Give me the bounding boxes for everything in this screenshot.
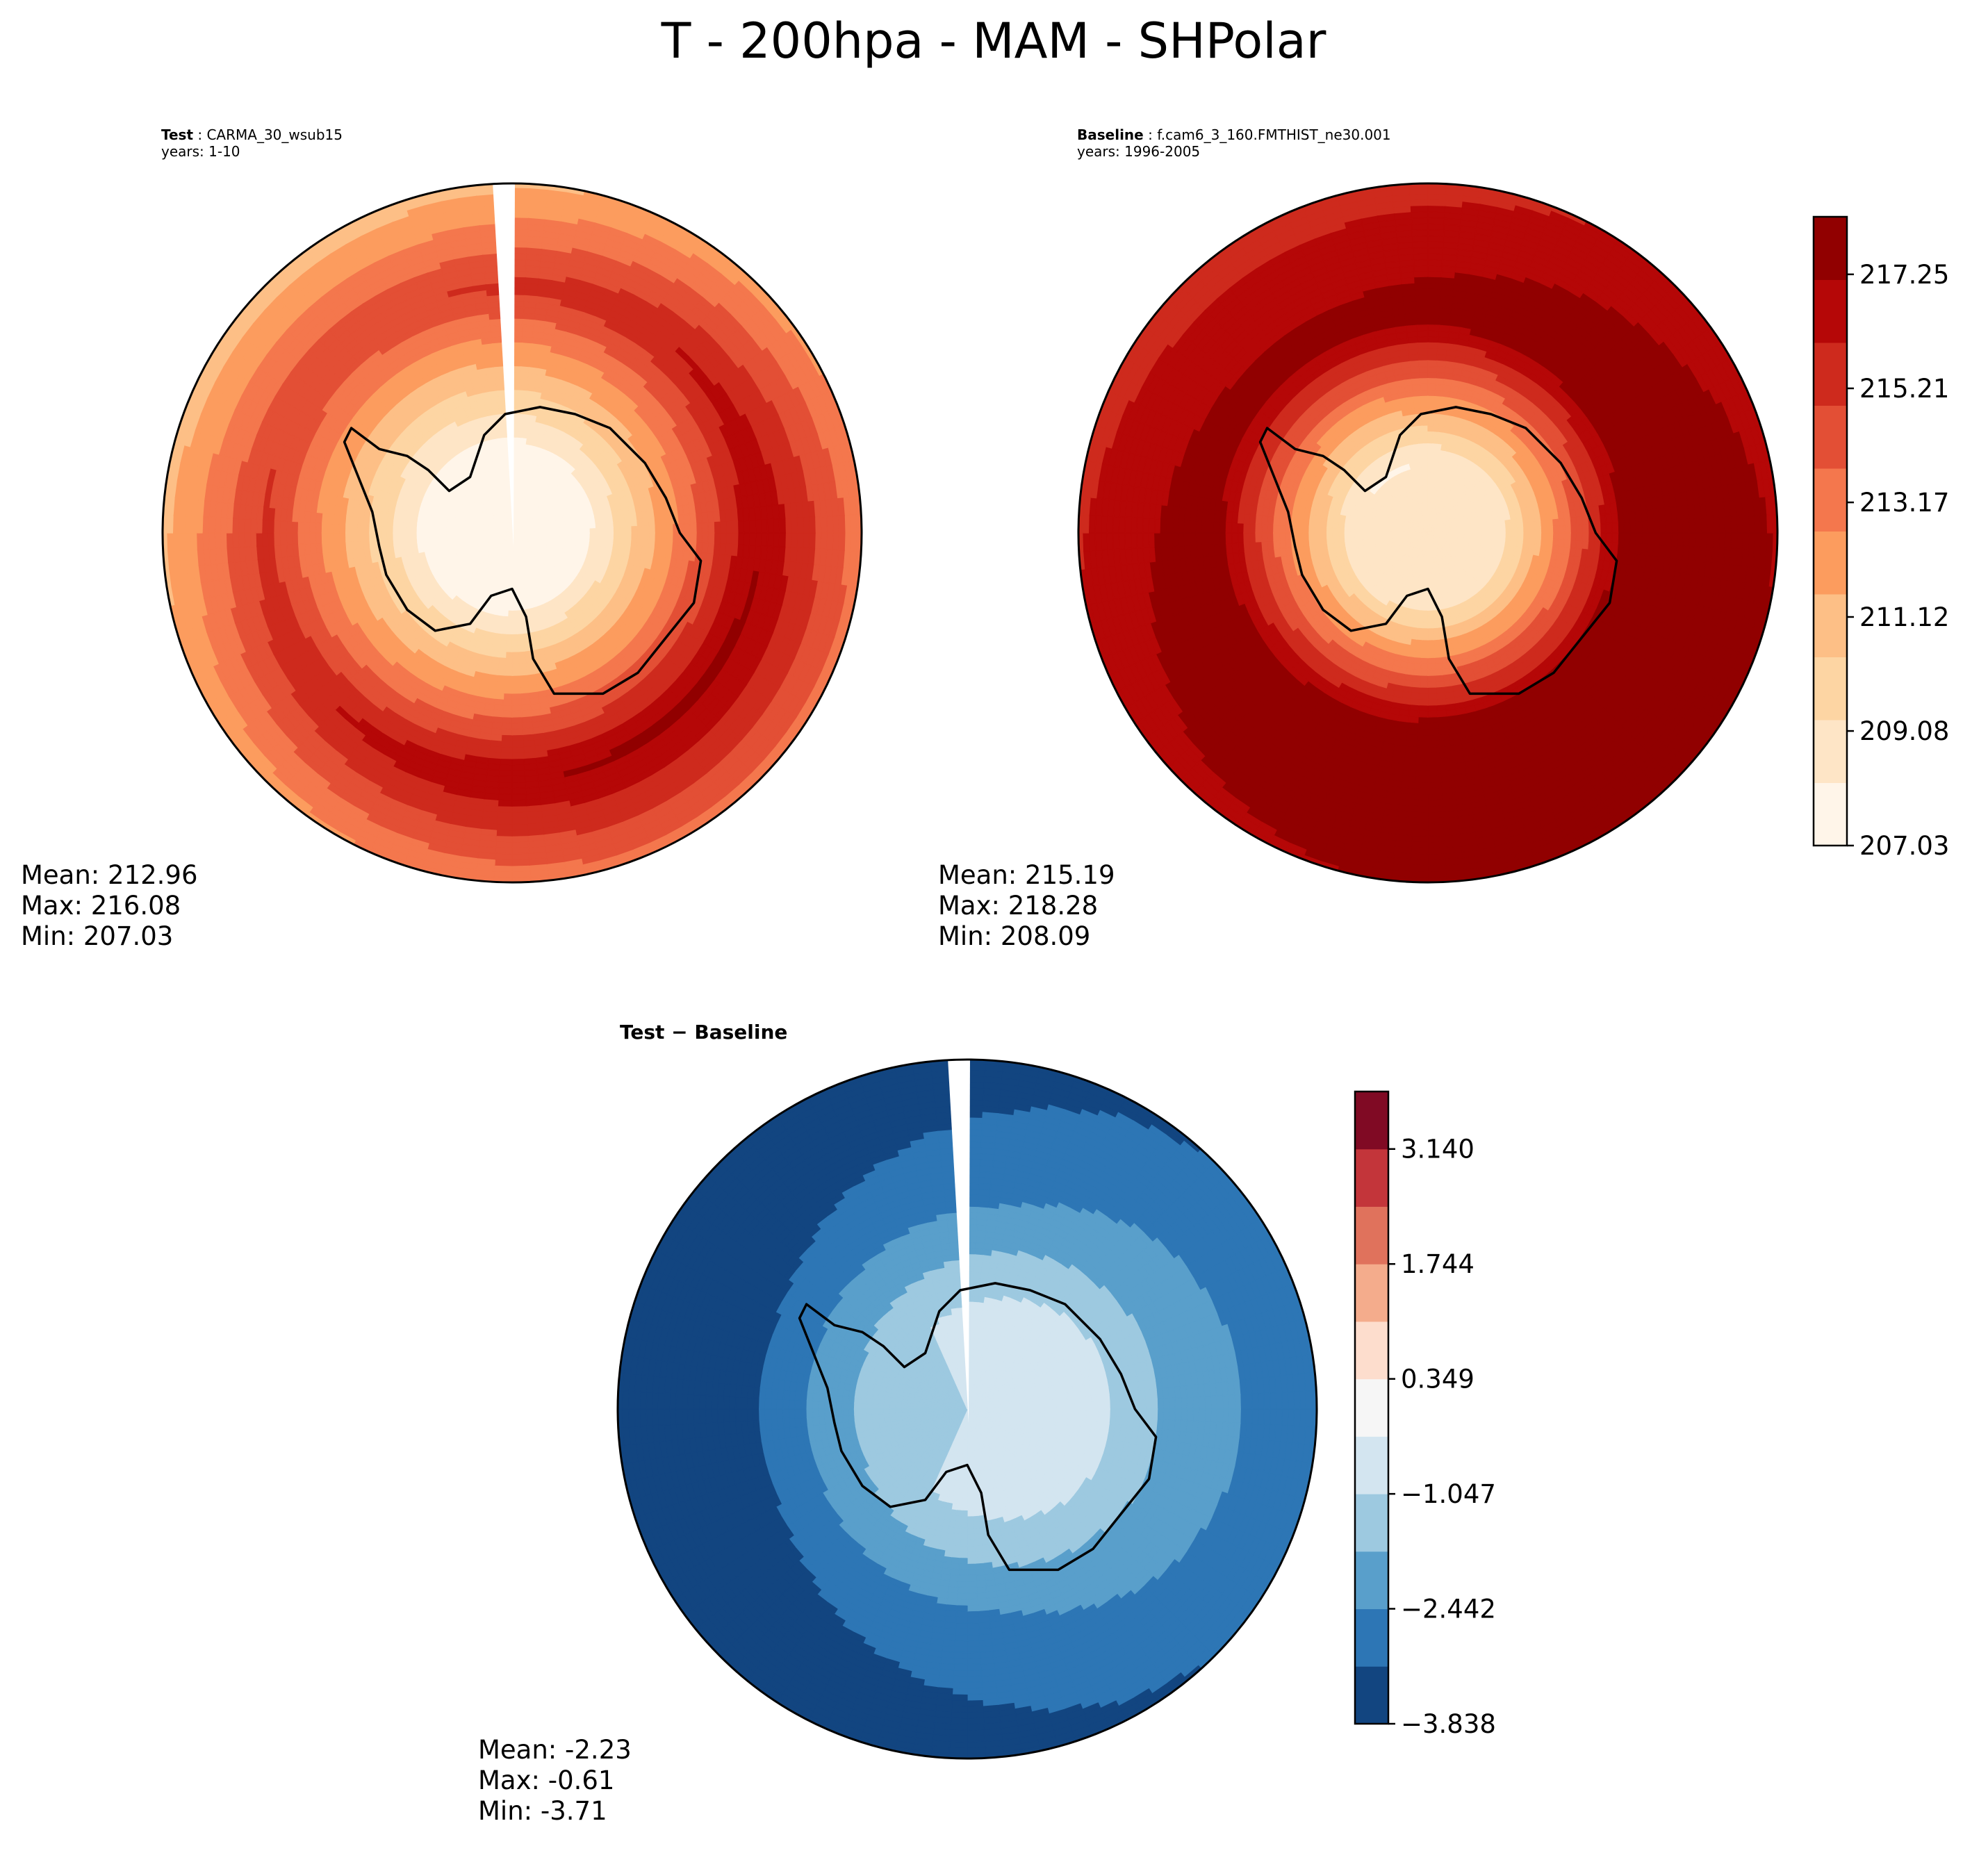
test-case-name: CARMA_30_wsub15 [206,126,343,143]
baseline-map-panel [1077,182,1779,884]
diff-colorbar-tick-label: −3.838 [1401,1709,1496,1739]
baseline-colorbar-tick-label: 207.03 [1859,831,1949,861]
baseline-colorbar-frame [1812,215,1848,847]
baseline-panel-title: Baseline : f.cam6_3_160.FMTHIST_ne30.001… [1077,126,1391,160]
diff-max: Max: -0.61 [478,1765,632,1796]
diff-coastline [798,1282,1158,1572]
baseline-colorbar-tick-label: 211.12 [1859,602,1949,632]
diff-colorbar-swatch [1355,1206,1388,1265]
test-stats: Mean: 212.96 Max: 216.08 Min: 207.03 [21,860,198,952]
baseline-colorbar-tick-label: 217.25 [1859,260,1949,290]
diff-map-boundary [616,1058,1318,1760]
baseline-colorbar-swatch [1814,468,1847,532]
baseline-colorbar-swatch [1814,594,1847,657]
diff-colorbar-swatch [1355,1148,1388,1207]
diff-colorbar-tick-label: 1.744 [1401,1249,1474,1279]
baseline-mean: Mean: 215.19 [938,860,1115,891]
diff-colorbar-tick-label: 3.140 [1401,1135,1474,1164]
baseline-years: years: 1996-2005 [1077,143,1200,160]
diff-colorbar-frame [1354,1090,1390,1725]
diff-colorbar-swatch [1355,1666,1388,1724]
test-max: Max: 216.08 [21,891,198,921]
test-map-boundary [161,182,863,884]
test-missing-wedge [493,182,515,547]
diff-missing-wedge [948,1058,970,1423]
baseline-coastline [1258,406,1618,695]
baseline-colorbar-swatch [1814,657,1847,720]
test-label: Test [161,126,193,143]
baseline-case-name: f.cam6_3_160.FMTHIST_ne30.001 [1157,126,1390,143]
figure-title: T - 200hpa - MAM - SHPolar [497,13,1490,69]
baseline-map-boundary [1077,182,1779,884]
diff-colorbar-tick-label: −1.047 [1401,1479,1496,1509]
test-mean: Mean: 212.96 [21,860,198,891]
baseline-max: Max: 218.28 [938,891,1115,921]
diff-stats: Mean: -2.23 Max: -0.61 Min: -3.71 [478,1735,632,1827]
test-coastline [343,406,703,695]
diff-colorbar-swatch [1355,1608,1388,1667]
diff-colorbar-tick-label: 0.349 [1401,1365,1474,1394]
diff-colorbar-swatch [1355,1321,1388,1380]
diff-colorbar-swatch [1355,1494,1388,1552]
baseline-colorbar-swatch [1814,279,1847,343]
baseline-contour-fills [1078,183,1777,882]
baseline-colorbar-tick-label: 209.08 [1859,716,1949,746]
diff-colorbar-swatch [1355,1436,1388,1494]
diff-colorbar-swatch [1355,1264,1388,1322]
test-panel-title: Test : CARMA_30_wsub15 years: 1-10 [161,126,343,160]
diff-panel-title: Test − Baseline [620,1021,787,1044]
baseline-colorbar-swatch [1814,531,1847,595]
baseline-colorbar-swatch [1814,405,1847,469]
diff-mean: Mean: -2.23 [478,1735,632,1765]
diff-contour-fills [618,1060,1317,1759]
baseline-colorbar-tick-label: 215.21 [1859,374,1949,404]
baseline-min: Min: 208.09 [938,921,1115,952]
diff-colorbar: −3.838 −2.442 −1.047 0.349 1.744 3.140 [1354,1090,1496,1739]
diff-map-panel [616,1058,1318,1760]
baseline-colorbar-swatch [1814,720,1847,783]
baseline-label: Baseline [1077,126,1144,143]
baseline-colorbar-tick-label: 213.17 [1859,488,1949,518]
test-map-panel [161,182,863,884]
test-years: years: 1-10 [161,143,240,160]
diff-min: Min: -3.71 [478,1796,632,1827]
diff-colorbar-swatch [1355,1378,1388,1437]
diff-colorbar-tick-label: −2.442 [1401,1595,1496,1624]
diff-colorbar-swatch [1355,1092,1388,1150]
baseline-colorbar: 207.03 209.08 211.12 213.17 215.21 217.25 [1812,215,1949,861]
baseline-stats: Mean: 215.19 Max: 218.28 Min: 208.09 [938,860,1115,952]
baseline-colorbar-swatch [1814,343,1847,406]
diff-colorbar-swatch [1355,1551,1388,1610]
baseline-colorbar-swatch [1814,782,1847,846]
test-min: Min: 207.03 [21,921,198,952]
baseline-colorbar-swatch [1814,217,1847,280]
